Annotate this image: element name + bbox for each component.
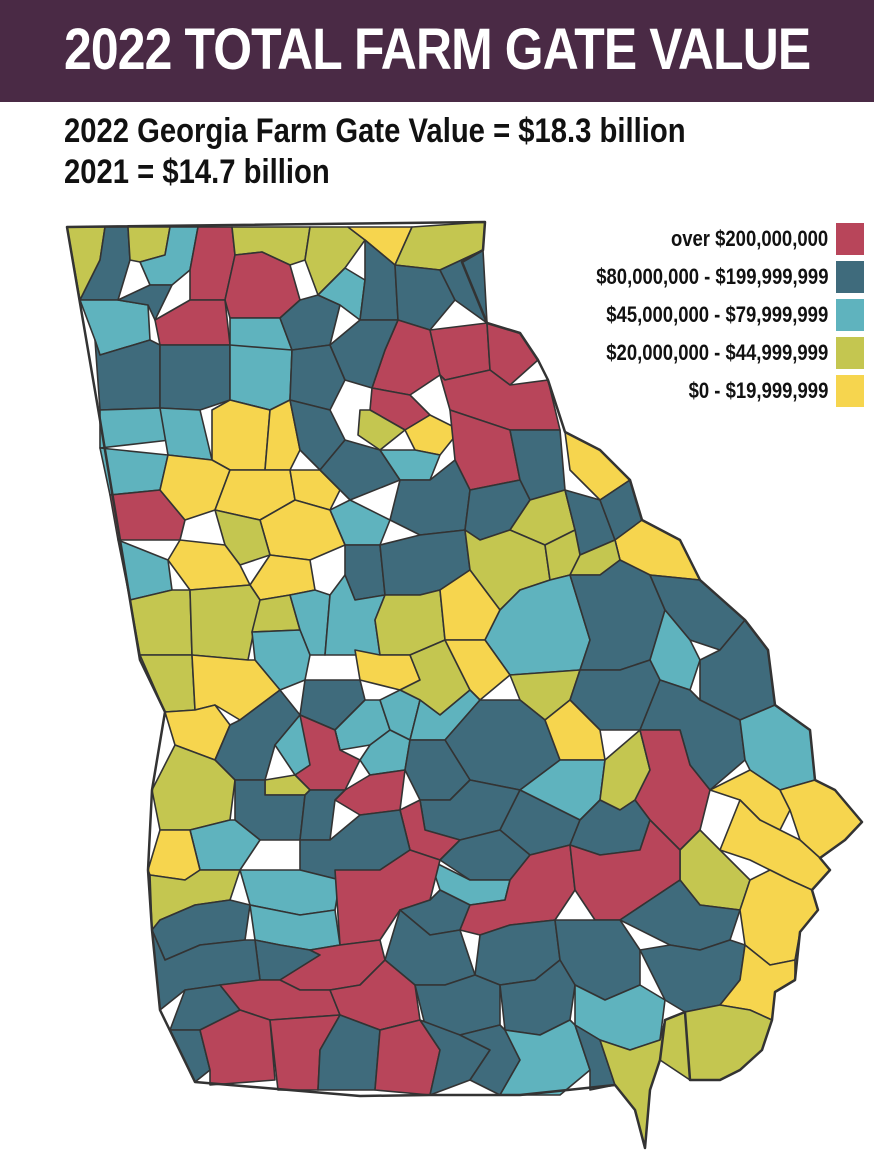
county-shape — [289, 469, 341, 511]
county-shape — [404, 414, 461, 456]
county-shape — [199, 1009, 276, 1086]
county-shape — [379, 449, 441, 481]
county-shape — [117, 284, 173, 321]
county-shape — [147, 829, 201, 881]
county-shape — [317, 1014, 381, 1091]
title-banner: 2022 TOTAL FARM GATE VALUE — [0, 0, 874, 102]
county-shape — [394, 264, 456, 331]
county-shape — [154, 299, 231, 346]
legend-swatch — [836, 261, 864, 293]
legend-swatch — [836, 223, 864, 255]
county-shape — [211, 399, 271, 471]
county-shape — [109, 489, 186, 541]
county-shape — [139, 654, 196, 713]
legend-label: $80,000,000 - $199,999,999 — [595, 264, 828, 289]
legend-item-0-20m: $0 - $19,999,999 — [504, 374, 864, 408]
legend-label: $45,000,000 - $79,999,999 — [606, 302, 828, 327]
county-shape — [159, 344, 231, 411]
county-shape — [99, 407, 171, 449]
legend-item-over-200m: over $200,000,000 — [504, 222, 864, 256]
legend-item-20m-45m: $20,000,000 - $44,999,999 — [504, 336, 864, 370]
subtitle-2021-value: 2021 = $14.7 billion — [64, 153, 330, 191]
county-shape — [264, 399, 301, 471]
county-shape — [229, 344, 293, 411]
legend-item-80m-200m: $80,000,000 - $199,999,999 — [504, 260, 864, 294]
legend-swatch — [836, 375, 864, 407]
county-shape — [684, 1004, 773, 1081]
county-shape — [444, 639, 511, 701]
subtitle-2022-value: 2022 Georgia Farm Gate Value = $18.3 bil… — [64, 112, 686, 150]
county-layer — [66, 221, 863, 1149]
county-shape — [159, 407, 213, 461]
county-shape — [357, 409, 406, 451]
county-shape — [129, 589, 193, 656]
legend-swatch — [836, 299, 864, 331]
legend-label: $20,000,000 - $44,999,999 — [606, 340, 828, 365]
county-shape — [289, 344, 346, 411]
legend-label: over $200,000,000 — [670, 226, 828, 251]
legend-item-45m-80m: $45,000,000 - $79,999,999 — [504, 298, 864, 332]
legend-label: $0 - $19,999,999 — [688, 378, 828, 403]
county-shape — [214, 509, 271, 566]
county-shape — [189, 584, 261, 661]
county-shape — [544, 699, 606, 761]
county-shape — [329, 319, 399, 389]
page-title: 2022 TOTAL FARM GATE VALUE — [64, 17, 811, 82]
state-outline — [65, 220, 864, 1150]
legend: over $200,000,000 $80,000,000 - $199,999… — [504, 222, 864, 412]
legend-swatch — [836, 337, 864, 369]
